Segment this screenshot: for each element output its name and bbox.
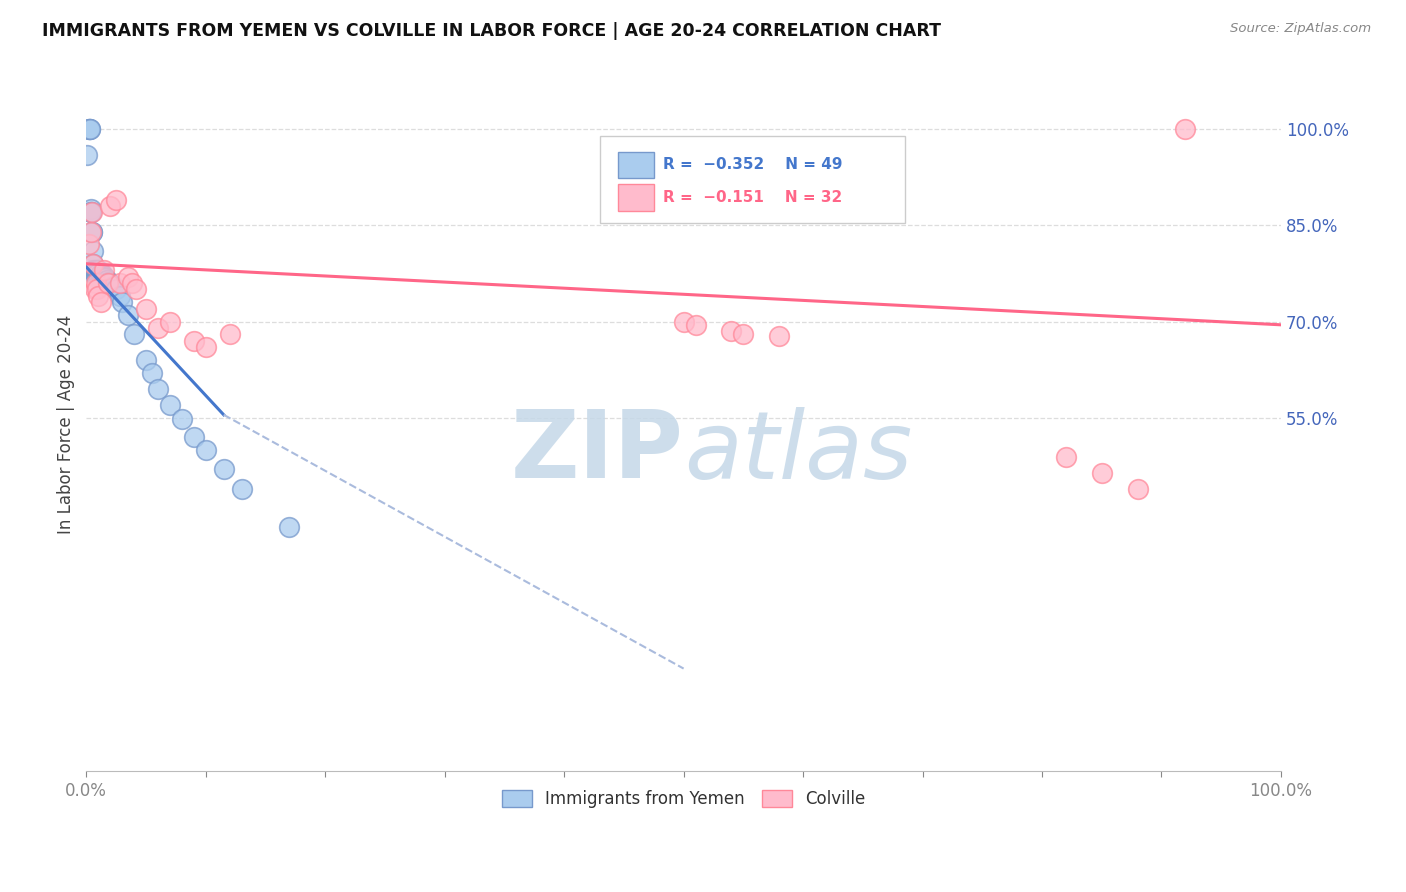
Point (720, 324, 742, 338)
Point (87, 267, 110, 281)
Point (79, 121, 101, 136)
Text: R =  −0.151    N = 32: R = −0.151 N = 32 (664, 190, 842, 205)
Text: R =  −0.352    N = 49: R = −0.352 N = 49 (664, 157, 842, 172)
Point (768, 328, 790, 343)
Point (84, 263, 107, 277)
Point (93, 263, 115, 277)
Point (117, 308, 139, 322)
FancyBboxPatch shape (617, 152, 654, 178)
Point (83, 283, 105, 297)
Point (82, 225, 104, 239)
Point (218, 327, 240, 342)
Point (117, 269, 139, 284)
Point (146, 382, 169, 396)
Text: atlas: atlas (683, 407, 912, 498)
Point (159, 315, 181, 329)
Point (82, 263, 104, 277)
Point (86, 269, 108, 284)
Point (159, 398, 181, 412)
Point (194, 340, 217, 354)
Point (82, 257, 104, 271)
Point (101, 278, 124, 293)
Point (111, 295, 134, 310)
Point (82, 205, 104, 219)
Point (141, 366, 163, 380)
Point (93, 269, 115, 284)
Point (84, 269, 107, 284)
Point (105, 193, 128, 207)
Point (86, 283, 108, 297)
Text: ZIP: ZIP (510, 406, 683, 498)
Point (90, 267, 112, 281)
Point (90, 269, 112, 284)
FancyBboxPatch shape (617, 185, 654, 211)
Point (108, 289, 131, 303)
Point (108, 276, 131, 290)
Point (87, 263, 110, 277)
Point (79, 121, 101, 136)
Point (1174, 121, 1197, 136)
Point (77, 237, 100, 252)
Point (183, 334, 205, 348)
Point (135, 301, 157, 316)
Point (80, 205, 103, 219)
Point (82, 244, 104, 258)
Point (83, 267, 105, 281)
Point (170, 412, 193, 426)
Point (98, 199, 121, 213)
Point (82, 257, 104, 271)
Point (77, 121, 100, 136)
Point (125, 283, 148, 297)
Point (90, 271, 112, 285)
Y-axis label: In Labor Force | Age 20-24: In Labor Force | Age 20-24 (58, 315, 75, 534)
Point (89, 269, 111, 284)
Point (105, 283, 128, 297)
Point (212, 462, 235, 476)
Text: Source: ZipAtlas.com: Source: ZipAtlas.com (1230, 22, 1371, 36)
Point (84, 267, 107, 281)
Point (231, 482, 253, 496)
Point (1091, 466, 1114, 480)
Point (91, 268, 114, 283)
Point (121, 276, 143, 290)
Text: IMMIGRANTS FROM YEMEN VS COLVILLE IN LABOR FORCE | AGE 20-24 CORRELATION CHART: IMMIGRANTS FROM YEMEN VS COLVILLE IN LAB… (42, 22, 941, 40)
Point (80, 225, 103, 239)
Legend: Immigrants from Yemen, Colville: Immigrants from Yemen, Colville (495, 783, 872, 815)
Point (94, 271, 117, 285)
Point (86, 267, 108, 281)
Point (87, 289, 110, 303)
Point (97, 275, 120, 289)
Point (76, 147, 98, 161)
Point (77, 121, 100, 136)
Point (194, 443, 217, 458)
Point (98, 276, 121, 290)
Point (135, 353, 157, 368)
Point (82, 225, 104, 239)
Point (672, 315, 695, 329)
Point (90, 295, 112, 310)
Point (278, 520, 301, 534)
Point (1126, 482, 1149, 496)
Point (80, 205, 103, 219)
Point (89, 269, 111, 284)
Point (146, 321, 169, 335)
Point (97, 276, 120, 290)
Point (1054, 450, 1077, 464)
Point (83, 263, 105, 277)
Point (84, 276, 107, 290)
Point (80, 202, 103, 216)
Point (122, 327, 145, 342)
Point (685, 318, 707, 332)
Point (96, 273, 118, 287)
FancyBboxPatch shape (600, 136, 904, 223)
Point (183, 430, 205, 444)
Point (733, 327, 755, 342)
